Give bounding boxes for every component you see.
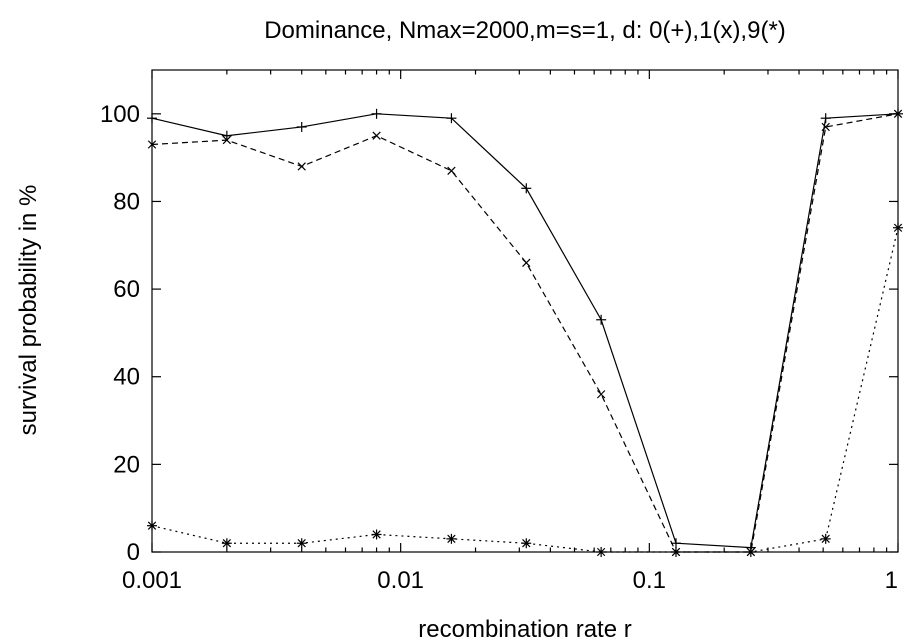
data-point <box>820 113 831 124</box>
x-tick-label: 0.001 <box>122 567 182 594</box>
data-point <box>371 529 382 540</box>
data-point <box>296 121 307 132</box>
chart-title: Dominance, Nmax=2000,m=s=1, d: 0(+),1(x)… <box>264 17 786 44</box>
data-point <box>521 183 532 194</box>
data-point <box>596 547 607 557</box>
data-point <box>670 547 681 557</box>
data-point <box>522 258 531 267</box>
data-point <box>820 533 831 544</box>
data-point <box>296 538 307 549</box>
x-tick-label: 1 <box>885 567 898 594</box>
plot-frame <box>151 69 899 553</box>
data-point <box>821 122 830 132</box>
data-point <box>596 314 607 325</box>
data-point <box>521 538 532 549</box>
x-tick-label: 0.1 <box>633 567 666 594</box>
data-point <box>893 222 903 233</box>
data-point <box>447 166 456 175</box>
data-point <box>147 520 157 531</box>
x-tick-label: 0.01 <box>377 567 424 594</box>
y-tick-label: 20 <box>113 451 140 478</box>
data-point <box>446 113 457 124</box>
axis-ticks: 0 20 40 60 80 100 0.001 0.01 0.1 1 <box>100 70 899 594</box>
data-point <box>371 108 382 119</box>
data-point <box>222 135 232 145</box>
y-axis-label: survival probability in % <box>15 185 42 436</box>
data-point <box>372 131 381 140</box>
data-point <box>446 533 457 544</box>
data-point <box>147 113 157 124</box>
data-point <box>745 547 756 557</box>
y-tick-label: 80 <box>113 188 140 215</box>
y-tick-label: 100 <box>100 101 140 128</box>
data-point <box>297 162 306 171</box>
data-point <box>221 130 232 141</box>
series-line-2 <box>151 113 899 553</box>
y-tick-label: 0 <box>127 539 140 566</box>
data-point <box>147 140 157 149</box>
data-point <box>893 109 903 118</box>
series-line-3 <box>151 227 899 553</box>
data-point <box>596 390 606 399</box>
x-axis-label: recombination rate r <box>418 616 631 643</box>
series-line-1 <box>151 113 899 549</box>
y-tick-label: 40 <box>113 364 140 391</box>
data-point <box>221 538 232 549</box>
y-tick-label: 60 <box>113 276 140 303</box>
data-point <box>670 538 681 549</box>
series-group <box>147 108 903 557</box>
